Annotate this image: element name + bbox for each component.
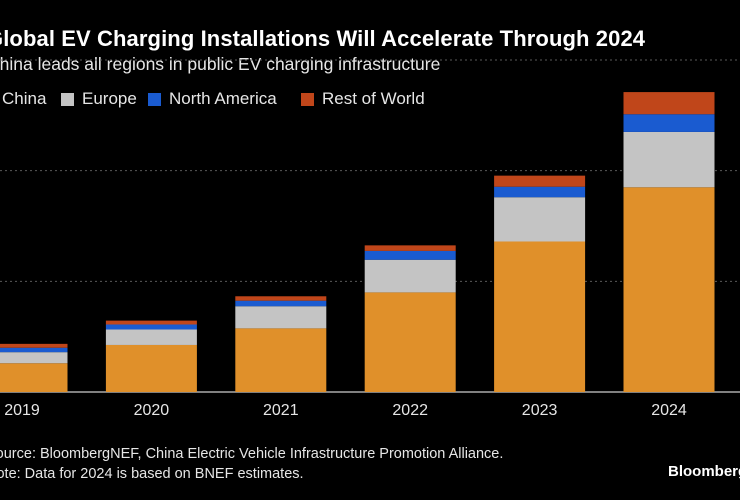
bar-segment-rest-of-world-2020: [105, 320, 197, 325]
bar-segment-china-2024: [623, 187, 715, 392]
bar-segment-europe-2021: [235, 306, 327, 329]
bar-segment-china-2020: [105, 344, 197, 392]
bloomberg-logo: Bloomberg: [668, 463, 740, 480]
bar-segment-rest-of-world-2021: [235, 296, 327, 301]
bar-segment-rest-of-world-2023: [494, 175, 586, 187]
bar-segment-rest-of-world-2024: [623, 92, 715, 115]
legend-item-rest-of-world: Rest of World: [301, 89, 425, 109]
bar-segment-europe-2023: [494, 197, 586, 242]
legend-label-europe: Europe: [82, 89, 137, 108]
bar-segment-europe-2019: [0, 352, 68, 364]
x-tick-label-2020: 2020: [134, 402, 170, 419]
legend-label-china: China: [2, 89, 47, 108]
bar-segment-europe-2020: [105, 329, 197, 345]
bar-segment-rest-of-world-2022: [364, 245, 456, 251]
bar-segment-europe-2022: [364, 259, 456, 293]
chart-title: Global EV Charging Installations Will Ac…: [0, 26, 646, 51]
legend-item-north-america: North America: [148, 89, 277, 109]
bar-segment-north-america-2022: [364, 250, 456, 260]
bar-segment-north-america-2024: [623, 114, 715, 132]
bar-segment-china-2019: [0, 363, 68, 392]
bar-segment-rest-of-world-2019: [0, 343, 68, 348]
chart-legend: China Europe North America Rest of World: [0, 89, 740, 111]
bar-segment-europe-2024: [623, 131, 715, 188]
bar-segment-north-america-2021: [235, 300, 327, 307]
legend-swatch-north-america: [148, 92, 161, 106]
bar-segment-north-america-2020: [105, 324, 197, 330]
legend-swatch-europe: [61, 92, 74, 106]
bar-segment-china-2022: [364, 292, 456, 392]
legend-item-china: China: [0, 89, 46, 109]
x-tick-label-2019: 2019: [4, 402, 40, 419]
legend-label-rest-of-world: Rest of World: [322, 89, 425, 108]
source-note: Source: BloombergNEF, China Electric Veh…: [0, 446, 504, 462]
x-tick-label-2024: 2024: [651, 402, 687, 419]
bar-segment-north-america-2023: [494, 186, 586, 198]
x-tick-label-2021: 2021: [263, 402, 299, 419]
x-tick-label-2022: 2022: [392, 402, 428, 419]
chart-subtitle: China leads all regions in public EV cha…: [0, 54, 441, 74]
bar-segment-china-2023: [494, 241, 586, 392]
bar-segment-north-america-2019: [0, 347, 68, 353]
footnote: Note: Data for 2024 is based on BNEF est…: [0, 466, 304, 482]
bar-segment-china-2021: [235, 328, 327, 392]
legend-item-europe: Europe: [61, 89, 137, 109]
legend-swatch-rest-of-world: [301, 92, 314, 106]
legend-label-north-america: North America: [169, 89, 277, 108]
x-tick-label-2023: 2023: [522, 402, 558, 419]
